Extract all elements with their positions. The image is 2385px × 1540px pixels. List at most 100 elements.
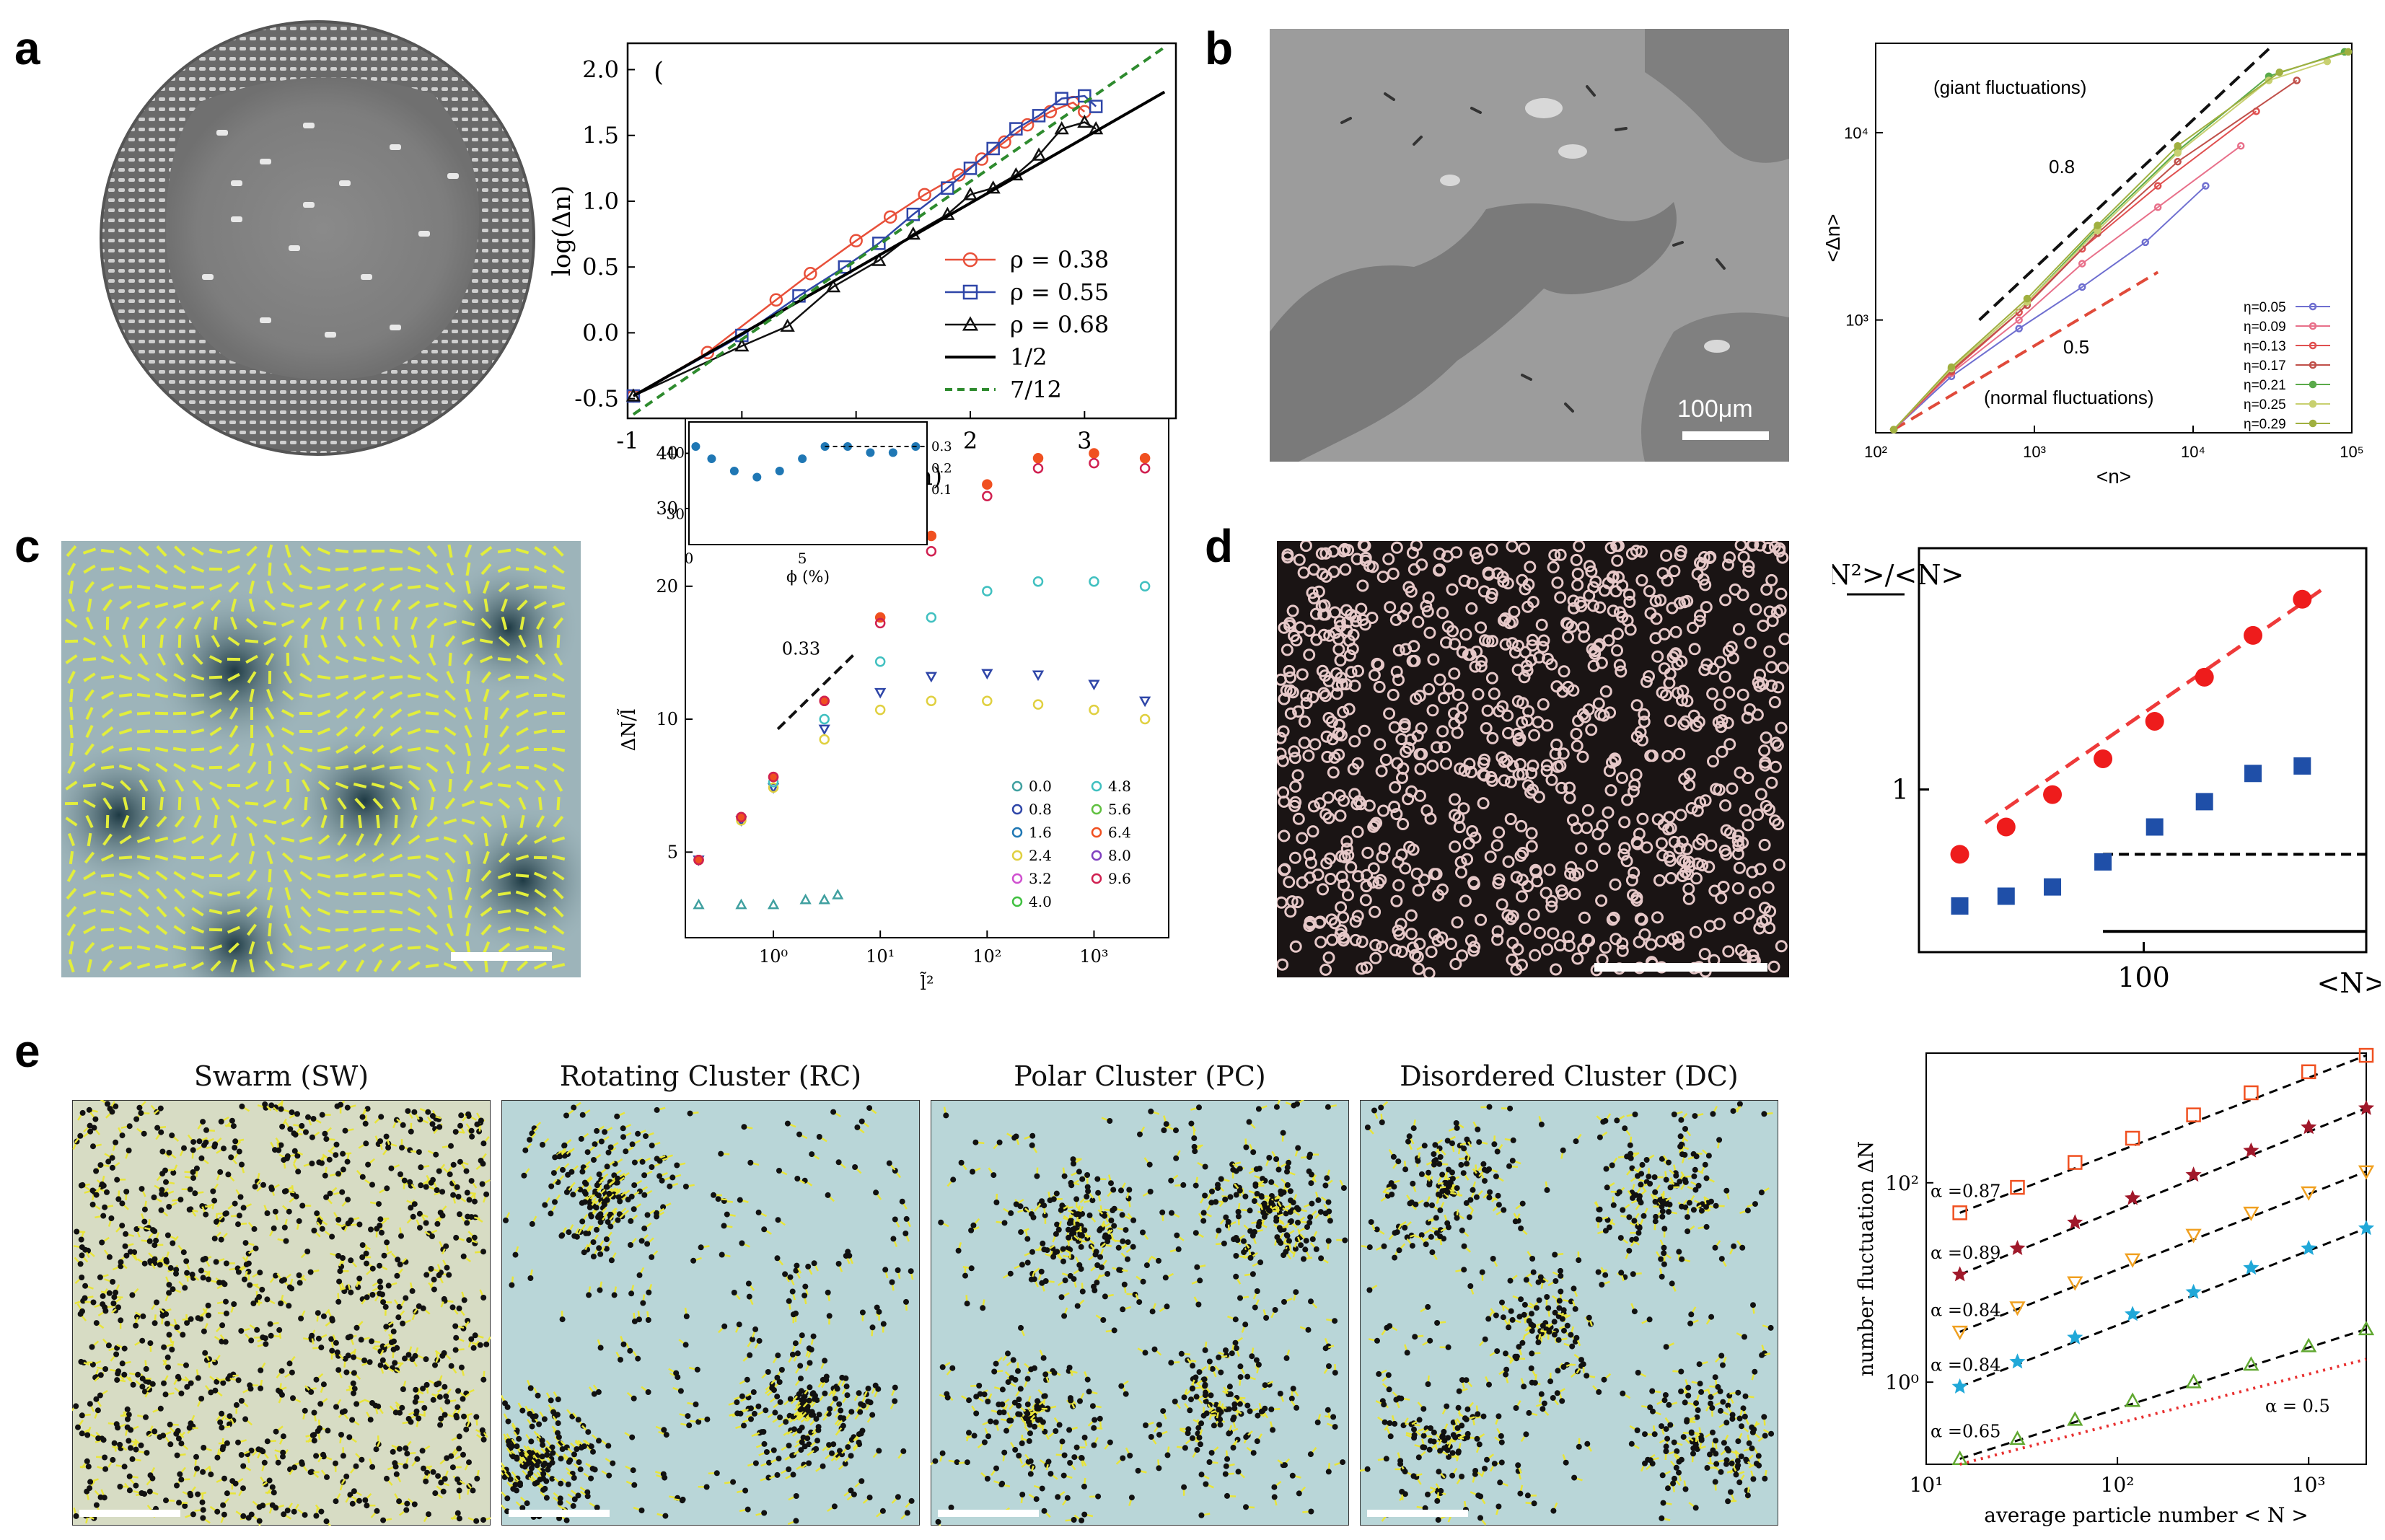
- c-flow-arrow: [479, 638, 493, 644]
- d-particle: [1338, 542, 1351, 555]
- e-particle-dot: [480, 1517, 486, 1523]
- d-particle: [1498, 614, 1510, 627]
- d-particle: [1302, 749, 1315, 762]
- d-particle: [1715, 892, 1728, 905]
- c-flow-arrow: [66, 545, 77, 558]
- e-particle-dot: [338, 1432, 344, 1438]
- d-particle: [1547, 560, 1560, 573]
- c-flow-arrow: [429, 796, 435, 811]
- d-particle: [1292, 812, 1305, 825]
- d-particle: [1578, 911, 1591, 924]
- e-particle-dot: [139, 1376, 146, 1382]
- d-particle: [1526, 633, 1539, 646]
- e-particle-dot: [221, 1475, 227, 1482]
- c-flow-arrow: [266, 544, 273, 558]
- e-particle-dot: [374, 1508, 380, 1514]
- e-particle-dot: [180, 1332, 186, 1338]
- d-particle: [1616, 937, 1629, 950]
- d-particle: [1760, 731, 1773, 744]
- c-inset-frame: [688, 421, 928, 545]
- c-flow-arrow: [498, 635, 511, 647]
- e-particle-dot: [198, 1155, 205, 1161]
- e-particle-dot: [166, 1332, 172, 1338]
- e-particle-dot: [224, 1490, 230, 1497]
- e-particle-dot: [200, 1507, 206, 1513]
- d-particle: [1609, 754, 1622, 767]
- d-particle: [1376, 941, 1389, 954]
- e-particle-dot: [280, 1433, 286, 1440]
- c-flow-arrow: [69, 941, 74, 955]
- c-flow-arrow: [371, 927, 385, 933]
- e-particle-dot: [139, 1337, 146, 1344]
- e-particle-dot: [175, 1435, 182, 1442]
- c-flow-arrow: [101, 691, 114, 700]
- c-flow-arrow: [483, 598, 489, 612]
- e-particle-dot: [822, 1390, 828, 1396]
- c-data-point: [982, 586, 993, 597]
- d-colloid-image: [1277, 541, 1789, 977]
- e-particle-dot: [654, 1106, 660, 1113]
- b-data-point: [2141, 238, 2150, 247]
- e-particle-dot: [830, 1441, 837, 1448]
- d-particle: [1289, 780, 1302, 793]
- c-flow-arrow: [174, 906, 185, 918]
- c-flow-arrow: [444, 797, 456, 810]
- d-particle: [1289, 940, 1302, 953]
- e-particle-dot: [460, 1253, 467, 1259]
- c-flow-arrow: [335, 690, 348, 700]
- e-particle-dot: [115, 1196, 122, 1202]
- c-data-point: [874, 617, 886, 629]
- d-particle: [1458, 574, 1471, 587]
- c-flow-arrow: [209, 708, 222, 718]
- c-flow-arrow: [281, 602, 295, 608]
- d-particle: [1288, 745, 1301, 758]
- d-particle: [1502, 855, 1515, 868]
- e-particle-dot: [834, 1386, 840, 1392]
- e-particle-dot: [752, 1460, 759, 1466]
- e-particle-dot: [295, 1169, 302, 1175]
- c-flow-arrow: [299, 584, 313, 590]
- c-flow-arrow: [516, 708, 529, 718]
- d-particle: [1349, 915, 1362, 928]
- d-particle: [1731, 848, 1744, 861]
- e-particle-dot: [590, 1239, 597, 1246]
- e-particle-dot: [325, 1427, 331, 1434]
- e-particle-dot: [815, 1427, 822, 1433]
- e-particle-dot: [337, 1268, 343, 1275]
- c-inset-xlabel: ϕ (%): [786, 568, 830, 586]
- e-particle-dot: [417, 1225, 423, 1231]
- e-particle-dot: [463, 1426, 470, 1433]
- e-particle-dot: [126, 1487, 133, 1494]
- d-particle: [1545, 773, 1558, 786]
- c-flow-arrow: [229, 725, 239, 738]
- e-particle-dot: [646, 1289, 652, 1295]
- e-particle-dot: [695, 1419, 702, 1425]
- c-flow-arrow: [464, 544, 473, 558]
- c-flow-arrow: [444, 852, 456, 863]
- c-flow-arrow: [263, 637, 276, 646]
- e-particle-dot: [776, 1456, 782, 1462]
- e-particle-dot: [575, 1417, 581, 1423]
- e-particle-dot: [403, 1463, 409, 1469]
- e-particle-dot: [294, 1153, 301, 1159]
- e-particle-dot: [258, 1385, 264, 1391]
- e-particle-dot: [719, 1251, 725, 1258]
- e-particle-dot: [298, 1315, 304, 1321]
- e-particle-dot: [840, 1415, 847, 1422]
- d-particle: [1683, 767, 1696, 780]
- c-flow-arrow: [515, 765, 530, 770]
- c-flow-arrow: [317, 727, 331, 736]
- e-particle-dot: [377, 1290, 383, 1297]
- e-particle-dot: [807, 1360, 813, 1366]
- c-flow-arrow: [462, 599, 474, 612]
- d-particle: [1450, 546, 1463, 559]
- e-particle-dot: [283, 1188, 289, 1194]
- c-flow-arrow: [154, 963, 169, 969]
- b-series-line: [1893, 61, 2328, 431]
- e-particle-dot: [362, 1120, 369, 1127]
- e-particle-dot: [449, 1464, 456, 1471]
- d-particle: [1345, 666, 1358, 679]
- c-flow-arrow: [497, 891, 511, 897]
- e-particle-dot: [835, 1261, 842, 1267]
- e-particle-dot: [796, 1391, 802, 1397]
